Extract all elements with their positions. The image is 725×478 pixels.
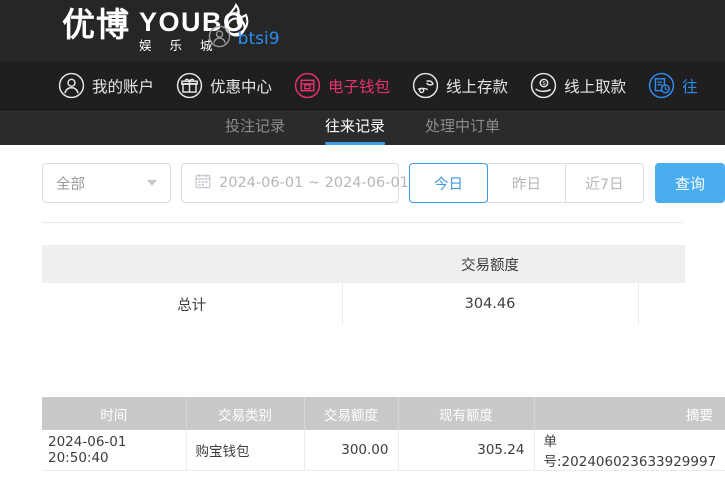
cell-type: 购宝钱包 — [186, 430, 305, 471]
site-logo[interactable]: 优博 YOUBO 娱 乐 城 — [62, 2, 280, 55]
nav-label-my-account: 我的账户 — [92, 77, 155, 96]
user-circle-icon — [58, 72, 85, 99]
logo-chinese-text: 优博 — [62, 5, 130, 44]
nav-item-online-deposit[interactable]: 线上存款 — [412, 72, 508, 99]
nav-item-records[interactable]: 往 — [648, 72, 698, 99]
summary-table: 交易额度 总计 304.46 — [42, 245, 685, 325]
nav-item-ewallet[interactable]: 电子钱包 — [294, 72, 390, 99]
detail-header-type: 交易类别 — [186, 397, 305, 430]
summary-total-amount: 304.46 — [342, 283, 639, 325]
nav-label-records: 往 — [682, 77, 698, 96]
summary-total-row: 总计 304.46 — [42, 283, 685, 325]
detail-header-time: 时间 — [42, 397, 187, 430]
main-navigation-bar: 我的账户 优惠中心 — [0, 62, 725, 110]
cell-note: 单号:202406023633929997 — [534, 430, 725, 471]
wallet-icon — [294, 72, 321, 99]
logo-text-block: YOUBO 娱 乐 城 — [139, 7, 246, 55]
gift-icon — [176, 72, 203, 99]
user-avatar-icon — [208, 25, 231, 53]
search-button[interactable]: 查询 — [655, 163, 725, 203]
date-range-picker[interactable]: 2024-06-01 ~ 2024-06-01 — [181, 163, 409, 203]
cell-balance: 305.24 — [398, 430, 535, 471]
content-area: 全部 2024-06- — [0, 145, 725, 471]
flame-icon — [216, 2, 250, 50]
username-label: btsi9 — [237, 29, 280, 49]
logo-subtitle-text: 娱 乐 城 — [139, 38, 220, 53]
chevron-down-icon — [147, 180, 157, 186]
quick-range-last7days[interactable]: 近7日 — [565, 163, 644, 203]
table-row: 2024-06-01 20:50:40 购宝钱包 300.00 305.24 单… — [42, 430, 725, 471]
nav-item-my-account[interactable]: 我的账户 — [58, 72, 154, 99]
transaction-detail-table: 时间 交易类别 交易额度 现有额度 摘要 2024-06-01 20:50:40… — [42, 397, 725, 471]
tab-betting-records[interactable]: 投注记录 — [224, 117, 285, 135]
calendar-icon — [195, 173, 211, 194]
quick-range-button-group: 今日 昨日 近7日 — [409, 163, 644, 203]
detail-header-row: 时间 交易类别 交易额度 现有额度 摘要 — [42, 397, 725, 430]
svg-text:$: $ — [543, 81, 546, 87]
tab-transaction-records[interactable]: 往来记录 — [324, 115, 386, 145]
summary-header-amount: 交易额度 — [342, 245, 638, 283]
nav-item-online-withdraw[interactable]: $ 线上取款 — [530, 72, 626, 99]
summary-total-label: 总计 — [42, 283, 343, 325]
nav-label-online-withdraw: 线上取款 — [564, 77, 627, 96]
cell-amount: 300.00 — [304, 430, 399, 471]
top-header-bar: 优博 YOUBO 娱 乐 城 — [0, 0, 725, 62]
user-account-area[interactable]: btsi9 — [208, 25, 280, 53]
quick-range-today[interactable]: 今日 — [409, 163, 488, 203]
records-clock-icon — [648, 72, 675, 99]
transaction-category-select[interactable]: 全部 — [42, 163, 171, 203]
nav-item-promotions[interactable]: 优惠中心 — [176, 72, 272, 99]
nav-label-promotions: 优惠中心 — [210, 77, 273, 96]
nav-label-online-deposit: 线上存款 — [446, 77, 509, 96]
cell-time: 2024-06-01 20:50:40 — [42, 430, 187, 471]
quick-range-yesterday[interactable]: 昨日 — [487, 163, 566, 203]
summary-header-blank-right — [638, 245, 685, 283]
records-tab-bar: 投注记录 往来记录 处理中订单 — [0, 110, 725, 145]
deposit-hand-icon — [412, 72, 439, 99]
select-value-label: 全部 — [56, 176, 85, 193]
nav-label-ewallet: 电子钱包 — [328, 77, 391, 96]
filter-divider — [42, 222, 683, 223]
filter-toolbar: 全部 2024-06- — [0, 145, 725, 203]
summary-total-extra — [638, 283, 685, 325]
date-range-value: 2024-06-01 ~ 2024-06-01 — [219, 175, 409, 191]
withdraw-hand-coin-icon: $ — [530, 72, 557, 99]
detail-header-balance: 现有额度 — [398, 397, 535, 430]
summary-header-row: 交易额度 — [42, 245, 685, 283]
tab-processing-orders[interactable]: 处理中订单 — [425, 117, 501, 135]
summary-header-blank-left — [42, 245, 342, 283]
detail-header-note: 摘要 — [534, 397, 725, 430]
detail-header-amount: 交易额度 — [304, 397, 399, 430]
